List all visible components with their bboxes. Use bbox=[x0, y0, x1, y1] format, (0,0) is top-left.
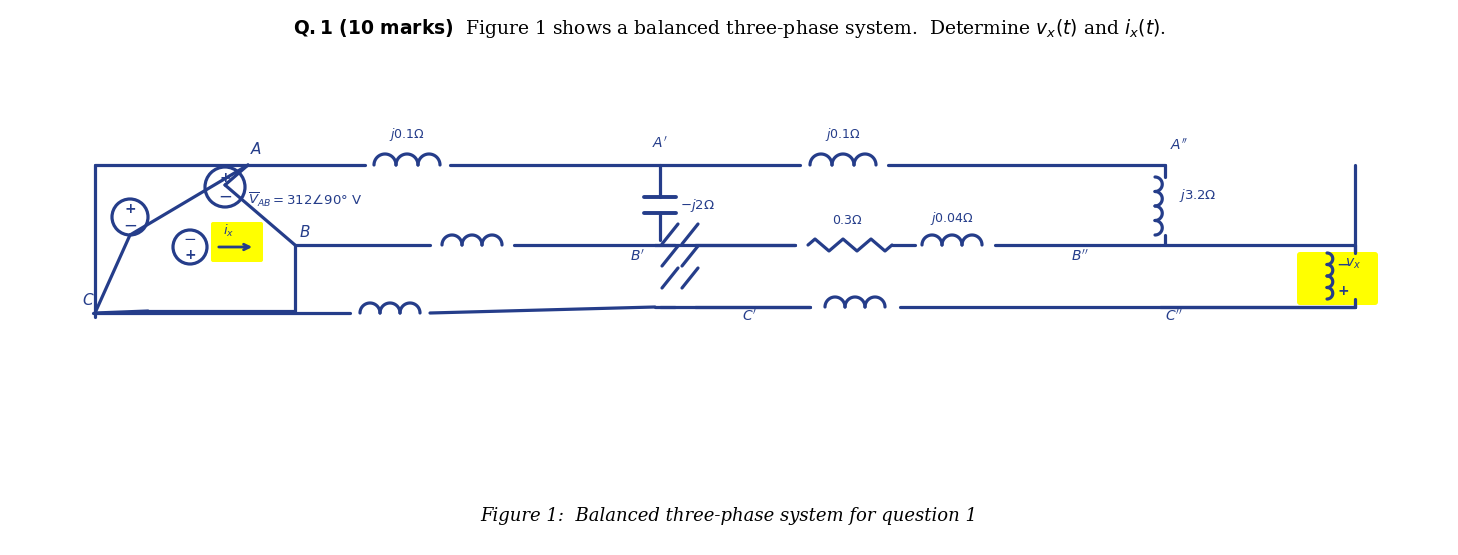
Text: +: + bbox=[219, 171, 230, 185]
Text: +: + bbox=[1337, 284, 1349, 298]
Text: −: − bbox=[219, 188, 232, 206]
Text: +: + bbox=[184, 248, 195, 262]
Text: $j0.1\Omega$: $j0.1\Omega$ bbox=[825, 126, 860, 143]
Text: $\mathbf{Q.1\ (10\ marks)}$  Figure 1 shows a balanced three-phase system.  Dete: $\mathbf{Q.1\ (10\ marks)}$ Figure 1 sho… bbox=[293, 17, 1165, 40]
Text: $v_x$: $v_x$ bbox=[1344, 257, 1362, 271]
Text: $\overline{V}_{AB}=312\angle90°\ \mathrm{V}$: $\overline{V}_{AB}=312\angle90°\ \mathrm… bbox=[248, 191, 363, 209]
Text: Figure 1:  Balanced three-phase system for question 1: Figure 1: Balanced three-phase system fo… bbox=[481, 507, 977, 525]
Text: $C'$: $C'$ bbox=[742, 309, 758, 324]
Text: $B'$: $B'$ bbox=[630, 249, 644, 264]
Text: $C''$: $C''$ bbox=[1165, 309, 1182, 324]
Text: $A''$: $A''$ bbox=[1169, 138, 1188, 153]
Text: −: − bbox=[184, 233, 197, 248]
Text: A: A bbox=[251, 142, 261, 157]
FancyBboxPatch shape bbox=[211, 222, 262, 262]
Text: $B''$: $B''$ bbox=[1072, 249, 1089, 264]
Text: −: − bbox=[1336, 256, 1350, 274]
Text: $j0.04\Omega$: $j0.04\Omega$ bbox=[930, 210, 974, 227]
Text: $i_x$: $i_x$ bbox=[223, 223, 235, 239]
Text: $A'$: $A'$ bbox=[652, 136, 668, 151]
FancyBboxPatch shape bbox=[1298, 252, 1378, 305]
Text: $j0.1\Omega$: $j0.1\Omega$ bbox=[389, 126, 424, 143]
Text: −: − bbox=[122, 217, 137, 235]
Text: $j3.2\Omega$: $j3.2\Omega$ bbox=[1180, 186, 1216, 204]
Text: +: + bbox=[124, 202, 136, 216]
Text: $-j2\Omega$: $-j2\Omega$ bbox=[679, 196, 714, 214]
Text: C: C bbox=[82, 293, 93, 308]
Text: B: B bbox=[300, 225, 311, 240]
Text: $0.3\Omega$: $0.3\Omega$ bbox=[833, 214, 863, 227]
